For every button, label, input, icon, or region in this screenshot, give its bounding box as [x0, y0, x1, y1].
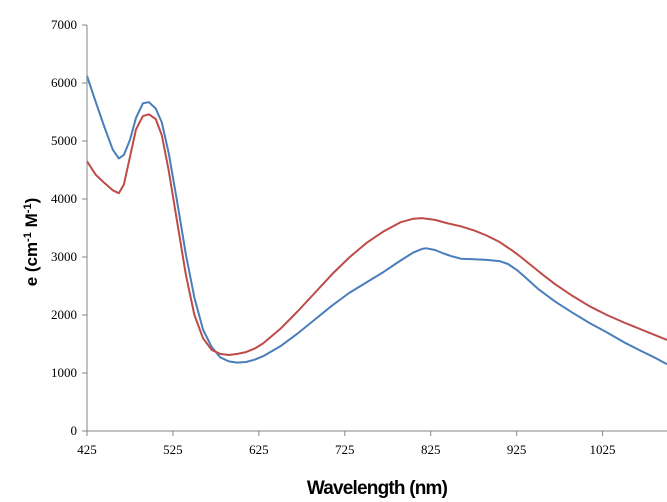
series-line-2: [86, 113, 667, 356]
y-tick-label: 6000: [51, 75, 77, 90]
x-axis-ticks: 425 525 625 725 825 925 1025: [77, 431, 616, 457]
y-tick-label: 3000: [51, 249, 77, 264]
x-tick-label: 825: [421, 442, 441, 457]
x-tick-label: 725: [335, 442, 355, 457]
y-tick-label: 2000: [51, 307, 77, 322]
y-axis-title: e (cm-1 M-1): [22, 198, 41, 287]
y-tick-label: 5000: [51, 133, 77, 148]
series-line-1: [86, 75, 667, 366]
y-axis-title-prefix: e (cm: [22, 242, 41, 286]
y-tick-label: 7000: [51, 17, 77, 32]
x-tick-label: 625: [249, 442, 269, 457]
y-axis-title-suffix: ): [22, 198, 41, 204]
x-tick-label: 925: [507, 442, 527, 457]
x-tick-label: 425: [77, 442, 97, 457]
y-tick-label: 4000: [51, 191, 77, 206]
y-axis-title-superscript-2: -1: [22, 203, 34, 213]
y-tick-label: 1000: [51, 365, 77, 380]
x-tick-label: 1025: [590, 442, 616, 457]
y-axis-ticks: 0 1000 2000 3000 4000 5000 6000 7000: [51, 17, 87, 438]
y-tick-label: 0: [71, 423, 78, 438]
x-tick-label: 525: [163, 442, 183, 457]
y-axis-title-middle: M: [22, 213, 41, 232]
y-axis-title-superscript-1: -1: [22, 232, 34, 242]
plot-series: [86, 75, 667, 366]
x-axis-title: Wavelength (nm): [307, 478, 448, 499]
